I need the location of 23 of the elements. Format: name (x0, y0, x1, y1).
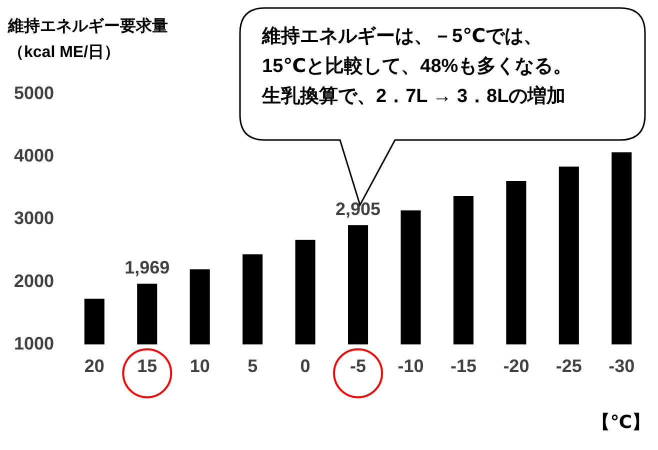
x-tick-label: 5 (248, 356, 258, 376)
y-axis-title: 維持エネルギー要求量（kcal ME/日） (8, 16, 169, 63)
y-tick-label: 2000 (14, 270, 54, 291)
x-tick-label: 15 (137, 356, 158, 376)
x-tick-label: 0 (300, 356, 310, 376)
y-tick-label: 4000 (14, 146, 54, 166)
data-label: 2,905 (336, 199, 381, 220)
y-tick-label: 3000 (14, 208, 54, 228)
x-tick-label: -30 (608, 356, 635, 376)
x-tick-label: 10 (190, 356, 210, 376)
y-tick-label: 5000 (14, 82, 54, 103)
x-axis-title: 【℃】 (592, 411, 650, 434)
x-tick-label: -20 (503, 356, 530, 376)
x-tick-label: -25 (556, 356, 582, 376)
x-tick-label: -15 (450, 356, 476, 376)
data-label: 1,969 (124, 258, 170, 278)
annotation: 生乳換算で、2．7L → 3．8Lの増加 (262, 84, 567, 109)
x-tick-label: 20 (84, 356, 104, 376)
text: 維持エネルギーは、－5℃では、 (262, 25, 544, 49)
x-tick-label: -10 (398, 356, 424, 376)
y-tick-label: 1000 (14, 333, 54, 354)
text: 15℃と比較して、48%も多くなる。 (262, 55, 574, 79)
x-tick-label: -5 (350, 356, 366, 376)
